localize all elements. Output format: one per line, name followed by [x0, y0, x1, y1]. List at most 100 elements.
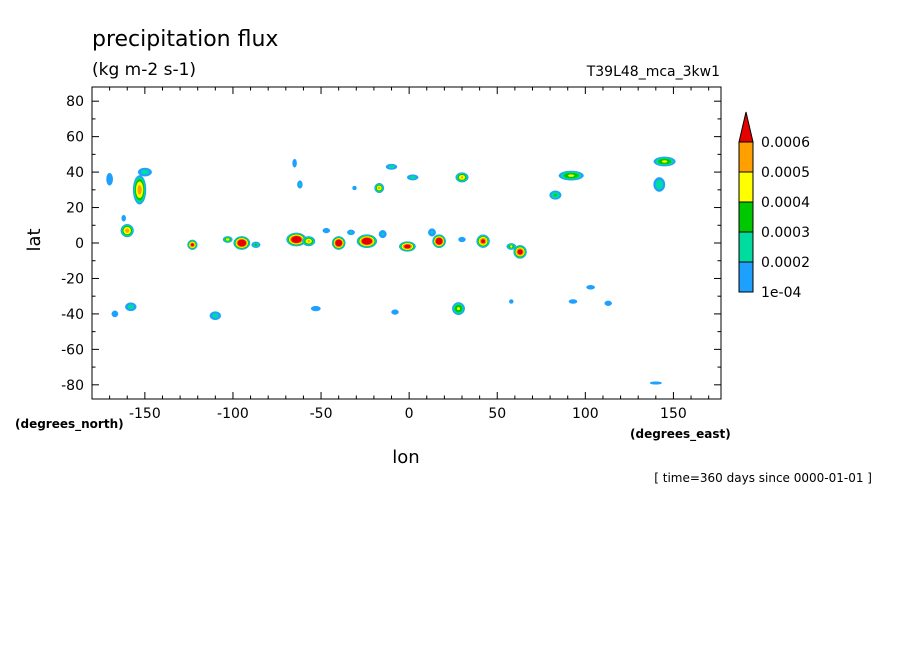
- precip-feature: [137, 167, 152, 177]
- contour-band-6: [435, 237, 443, 245]
- contour-band-4: [510, 245, 513, 248]
- colorbar-swatch: [738, 141, 754, 173]
- contour-band-2: [212, 313, 219, 319]
- x-tick-label: 0: [405, 406, 414, 422]
- x-tick-label: -100: [217, 406, 249, 422]
- colorbar-swatch: [738, 171, 754, 203]
- precip-feature: [121, 214, 126, 222]
- contour-band-2: [388, 165, 395, 169]
- y-tick-label: -60: [61, 342, 84, 358]
- contour-band-1: [604, 300, 612, 306]
- precip-feature: [649, 381, 662, 385]
- contour-band-1: [111, 310, 119, 318]
- precip-feature: [120, 223, 134, 238]
- y-axis-label: lat: [24, 228, 45, 251]
- y-tick-label: 20: [66, 201, 84, 217]
- colorbar-extend-arrow: [738, 111, 754, 143]
- x-axis-label: lon: [392, 447, 419, 468]
- contour-band-4: [661, 160, 668, 163]
- precip-feature: [385, 163, 398, 170]
- y-tick-label: -40: [61, 307, 84, 323]
- contour-band-3: [554, 193, 557, 197]
- contour-band-5: [460, 176, 464, 179]
- contour-band-6: [404, 244, 411, 249]
- precip-feature: [286, 232, 307, 247]
- precip-feature: [586, 285, 595, 290]
- contour-band-1: [649, 381, 662, 385]
- precip-feature: [604, 300, 612, 306]
- contour-band-6: [237, 239, 247, 247]
- chart-title: precipitation flux: [92, 27, 278, 52]
- contour-band-2: [655, 179, 664, 190]
- x-tick-label: 100: [572, 406, 599, 422]
- colorbar-swatch: [738, 261, 754, 293]
- precip-feature: [452, 302, 465, 316]
- contour-band-1: [391, 309, 399, 315]
- colorbar-label: 1e-04: [761, 285, 801, 301]
- contour-band-6: [190, 243, 194, 247]
- precip-feature: [568, 299, 578, 304]
- precip-feature: [302, 236, 316, 247]
- precip-feature: [549, 190, 562, 200]
- contour-band-2: [127, 304, 134, 310]
- precip-feature: [458, 236, 466, 243]
- contour-band-1: [352, 185, 357, 191]
- precip-feature: [187, 239, 198, 250]
- contour-band-1: [121, 214, 126, 222]
- precip-feature: [653, 177, 666, 192]
- contour-band-3: [254, 243, 258, 246]
- x-tick-label: -150: [129, 406, 161, 422]
- precip-feature: [292, 158, 297, 168]
- contour-band-1: [310, 305, 321, 312]
- contour-band-1: [322, 227, 331, 234]
- contour-band-4: [225, 238, 230, 241]
- contour-band-4: [457, 307, 460, 311]
- contour-band-5: [125, 228, 130, 233]
- contour-band-6: [361, 237, 373, 245]
- y-tick-label: -20: [61, 271, 84, 287]
- precip-feature: [331, 236, 346, 250]
- x-unit-label: (degrees_east): [630, 427, 731, 442]
- precip-feature: [209, 311, 222, 321]
- precip-feature: [509, 299, 514, 304]
- y-tick-label: 60: [66, 130, 84, 146]
- precip-feature: [297, 180, 303, 189]
- contour-band-1: [509, 299, 514, 304]
- precip-feature: [476, 234, 490, 248]
- precip-feature: [506, 243, 517, 250]
- precip-feature: [406, 174, 419, 181]
- colorbar: 1e-04 0.0002 0.0003 0.0004 0.0005 0.0006: [738, 111, 810, 301]
- run-label: T39L48_mca_3kw1: [586, 64, 720, 80]
- colorbar-swatch: [738, 231, 754, 263]
- contour-band-6: [481, 239, 486, 244]
- x-tick-label: -50: [310, 406, 333, 422]
- precip-feature: [653, 156, 676, 167]
- axis-ticks: -150 -100 -50 0 50 100 150 -80 -60 -40 -20 0 20 40 60 8…: [61, 87, 721, 422]
- precip-feature: [233, 236, 251, 250]
- contour-band-2: [298, 183, 302, 186]
- colorbar-label: 0.0002: [761, 255, 810, 271]
- contour-band-6: [517, 249, 523, 255]
- colorbar-label: 0.0004: [761, 195, 810, 211]
- contour-band-2: [381, 232, 384, 236]
- precip-feature: [310, 305, 321, 312]
- precip-feature: [374, 182, 385, 194]
- precip-feature: [222, 236, 233, 243]
- contour-band-6: [291, 236, 302, 243]
- precip-feature: [391, 309, 399, 315]
- precip-feature: [558, 170, 584, 181]
- contour-band-6: [335, 239, 343, 247]
- precip-feature: [513, 245, 527, 259]
- contour-band-4: [568, 174, 575, 177]
- precip-feature: [432, 234, 446, 249]
- y-tick-label: 80: [66, 94, 84, 110]
- x-tick-label: 150: [660, 406, 687, 422]
- contour-band-2: [409, 175, 416, 179]
- contour-band-2: [349, 231, 353, 234]
- contour-band-2: [141, 169, 149, 175]
- y-tick-label: 40: [66, 165, 84, 181]
- precip-feature: [352, 185, 357, 191]
- contour-band-1: [586, 285, 595, 290]
- precip-feature: [125, 302, 137, 312]
